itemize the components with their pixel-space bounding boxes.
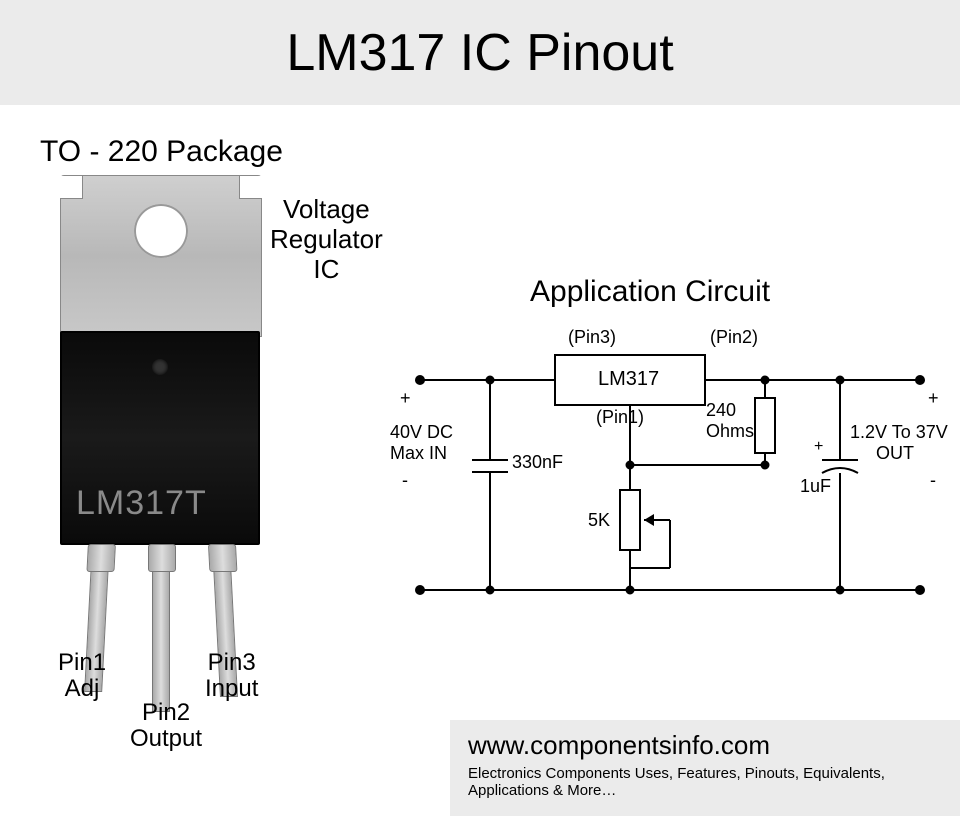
regulator-label-l1: Voltage [270, 195, 383, 225]
c2-label: 1uF [800, 476, 831, 497]
vin-l1: 40V DC [390, 422, 480, 443]
metal-tab [60, 175, 262, 337]
footer: www.componentsinfo.com Electronics Compo… [450, 720, 960, 816]
chip-marking: LM317T [76, 484, 207, 523]
vin-text: 40V DC Max IN [390, 422, 480, 463]
pin3-label: Pin3 Input [205, 650, 258, 703]
r1-unit: Ohms [706, 421, 754, 442]
lead-2 [152, 545, 170, 712]
vout-l2: OUT [850, 443, 960, 464]
footer-url: www.componentsinfo.com [468, 730, 942, 761]
regulator-label-l3: IC [270, 255, 383, 285]
regulator-label: Voltage Regulator IC [270, 195, 383, 285]
pin3-name: Pin3 [205, 650, 258, 676]
to220-package-illustration: LM317T [60, 175, 260, 705]
regulator-label-l2: Regulator [270, 225, 383, 255]
vout-l1: 1.2V To 37V [850, 422, 960, 443]
vout-text: 1.2V To 37V OUT [850, 422, 960, 463]
mold-dot-icon [152, 359, 168, 375]
schematic-svg [400, 330, 940, 650]
pin2-label: Pin2 Output [130, 700, 202, 753]
vin-plus: + [400, 388, 411, 409]
application-circuit: (Pin3) (Pin2) (Pin1) LM317 + - 40V DC Ma… [400, 330, 940, 650]
pin2-tag: (Pin2) [710, 327, 758, 348]
vout-minus: - [930, 470, 936, 491]
package-label: TO - 220 Package [40, 135, 283, 169]
r1-val: 240 [706, 400, 754, 421]
ic-label: LM317 [598, 368, 659, 391]
pin1-tag: (Pin1) [596, 407, 644, 428]
c1-label: 330nF [512, 452, 563, 473]
pin1-label: Pin1 Adj [58, 650, 106, 703]
pin1-func: Adj [58, 676, 106, 702]
pin3-tag: (Pin3) [568, 327, 616, 348]
footer-tagline: Electronics Components Uses, Features, P… [468, 765, 942, 799]
ic-body: LM317T [60, 331, 260, 545]
vin-l2: Max IN [390, 443, 480, 464]
r1-label: 240 Ohms [706, 400, 754, 441]
c2-plus: + [814, 438, 823, 456]
title-bar: LM317 IC Pinout [0, 0, 960, 105]
pin1-name: Pin1 [58, 650, 106, 676]
pin2-name: Pin2 [130, 700, 202, 726]
pot-label: 5K [588, 510, 610, 531]
pin3-func: Input [205, 676, 258, 702]
vout-plus: + [928, 388, 939, 409]
circuit-title: Application Circuit [530, 275, 770, 309]
pin2-func: Output [130, 726, 202, 752]
page-title: LM317 IC Pinout [286, 23, 673, 83]
vin-minus: - [402, 470, 408, 491]
